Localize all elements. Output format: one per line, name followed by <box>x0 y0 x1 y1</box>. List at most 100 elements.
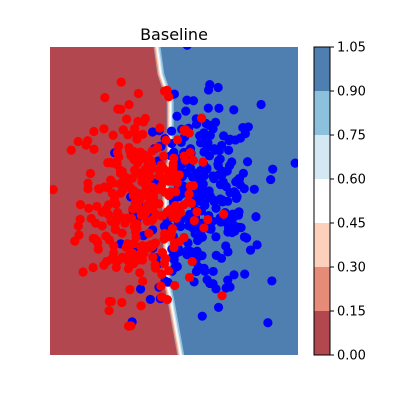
point-class-1 <box>223 247 233 257</box>
point-class-0 <box>157 269 167 279</box>
point-class-0 <box>73 136 83 147</box>
colorbar-segment <box>314 179 330 223</box>
point-class-0 <box>140 113 150 124</box>
point-class-0 <box>150 260 160 270</box>
point-class-0 <box>50 185 58 195</box>
point-class-0 <box>174 170 184 180</box>
point-class-1 <box>215 179 226 190</box>
point-class-0 <box>106 296 116 307</box>
point-class-0 <box>75 200 85 210</box>
point-class-0 <box>184 189 194 199</box>
point-class-0 <box>31 142 40 151</box>
point-class-0 <box>109 241 119 251</box>
point-class-0 <box>115 179 125 189</box>
point-class-0 <box>113 255 124 265</box>
point-class-0 <box>84 203 94 213</box>
point-class-1 <box>234 207 244 217</box>
point-class-0 <box>156 281 166 291</box>
point-class-1 <box>204 186 214 196</box>
point-class-0 <box>117 166 127 177</box>
point-class-0 <box>185 148 195 158</box>
point-class-0 <box>117 297 127 308</box>
point-class-0 <box>161 135 171 145</box>
point-class-0 <box>103 200 114 210</box>
point-class-0 <box>152 143 163 153</box>
point-class-1 <box>229 270 239 280</box>
point-class-1 <box>213 302 224 312</box>
point-class-0 <box>160 187 170 197</box>
point-class-0 <box>104 306 114 316</box>
point-class-1 <box>266 174 276 185</box>
point-class-1 <box>182 47 192 50</box>
point-class-0 <box>188 155 198 165</box>
scatter-points <box>31 47 298 367</box>
colorbar-segment <box>314 311 330 355</box>
point-class-1 <box>181 106 191 116</box>
point-class-0 <box>183 196 193 206</box>
point-class-0 <box>116 77 126 87</box>
point-class-0 <box>124 99 134 110</box>
point-class-0 <box>66 145 76 155</box>
point-class-1 <box>204 151 215 161</box>
point-class-1 <box>251 212 261 222</box>
point-class-0 <box>163 266 174 276</box>
point-class-0 <box>129 127 140 137</box>
point-class-0 <box>108 130 118 140</box>
point-class-0 <box>92 201 102 212</box>
point-class-0 <box>100 93 110 103</box>
point-class-0 <box>148 252 158 262</box>
point-class-0 <box>135 268 145 278</box>
point-class-0 <box>172 178 182 188</box>
colorbar-tick-label: 0.75 <box>337 129 366 144</box>
point-class-0 <box>123 263 133 274</box>
point-class-0 <box>133 88 144 99</box>
point-class-0 <box>217 291 227 301</box>
point-class-0 <box>83 136 93 146</box>
point-class-1 <box>197 186 207 196</box>
point-class-0 <box>138 129 148 140</box>
point-class-0 <box>138 276 148 286</box>
point-class-0 <box>163 176 174 186</box>
point-class-1 <box>249 184 259 194</box>
point-class-1 <box>172 261 182 272</box>
point-class-1 <box>219 131 229 141</box>
point-class-0 <box>170 280 180 291</box>
point-class-0 <box>164 92 174 102</box>
point-class-0 <box>159 234 169 244</box>
point-class-1 <box>239 184 249 194</box>
colorbar-tick-label: 0.30 <box>337 261 366 276</box>
point-class-0 <box>133 116 143 127</box>
point-class-0 <box>127 173 137 183</box>
colorbar-segment <box>314 267 330 311</box>
colorbar: 0.00 0.15 0.30 0.45 0.60 0.75 0.90 1.05 <box>313 41 366 364</box>
point-class-0 <box>172 135 183 145</box>
point-class-1 <box>214 156 224 166</box>
colorbar-segment <box>314 91 330 135</box>
point-class-0 <box>192 207 202 217</box>
point-class-1 <box>199 263 209 273</box>
point-class-1 <box>268 164 278 174</box>
point-class-0 <box>155 123 165 133</box>
point-class-0 <box>123 321 134 331</box>
point-class-1 <box>245 245 256 255</box>
point-class-0 <box>165 204 175 214</box>
point-class-1 <box>198 171 208 181</box>
point-class-0 <box>105 358 114 367</box>
point-class-1 <box>235 133 246 143</box>
point-class-1 <box>216 170 226 180</box>
point-class-1 <box>192 246 202 256</box>
point-class-0 <box>132 188 142 198</box>
point-class-1 <box>223 145 234 155</box>
point-class-0 <box>130 251 141 261</box>
point-class-1 <box>135 284 146 294</box>
point-class-0 <box>116 104 126 114</box>
point-class-0 <box>140 165 150 175</box>
point-class-1 <box>211 250 221 260</box>
point-class-0 <box>167 224 178 234</box>
point-class-1 <box>263 318 273 328</box>
point-class-1 <box>221 283 231 293</box>
point-class-1 <box>208 266 218 277</box>
point-class-0 <box>91 218 101 228</box>
point-class-1 <box>228 212 238 223</box>
